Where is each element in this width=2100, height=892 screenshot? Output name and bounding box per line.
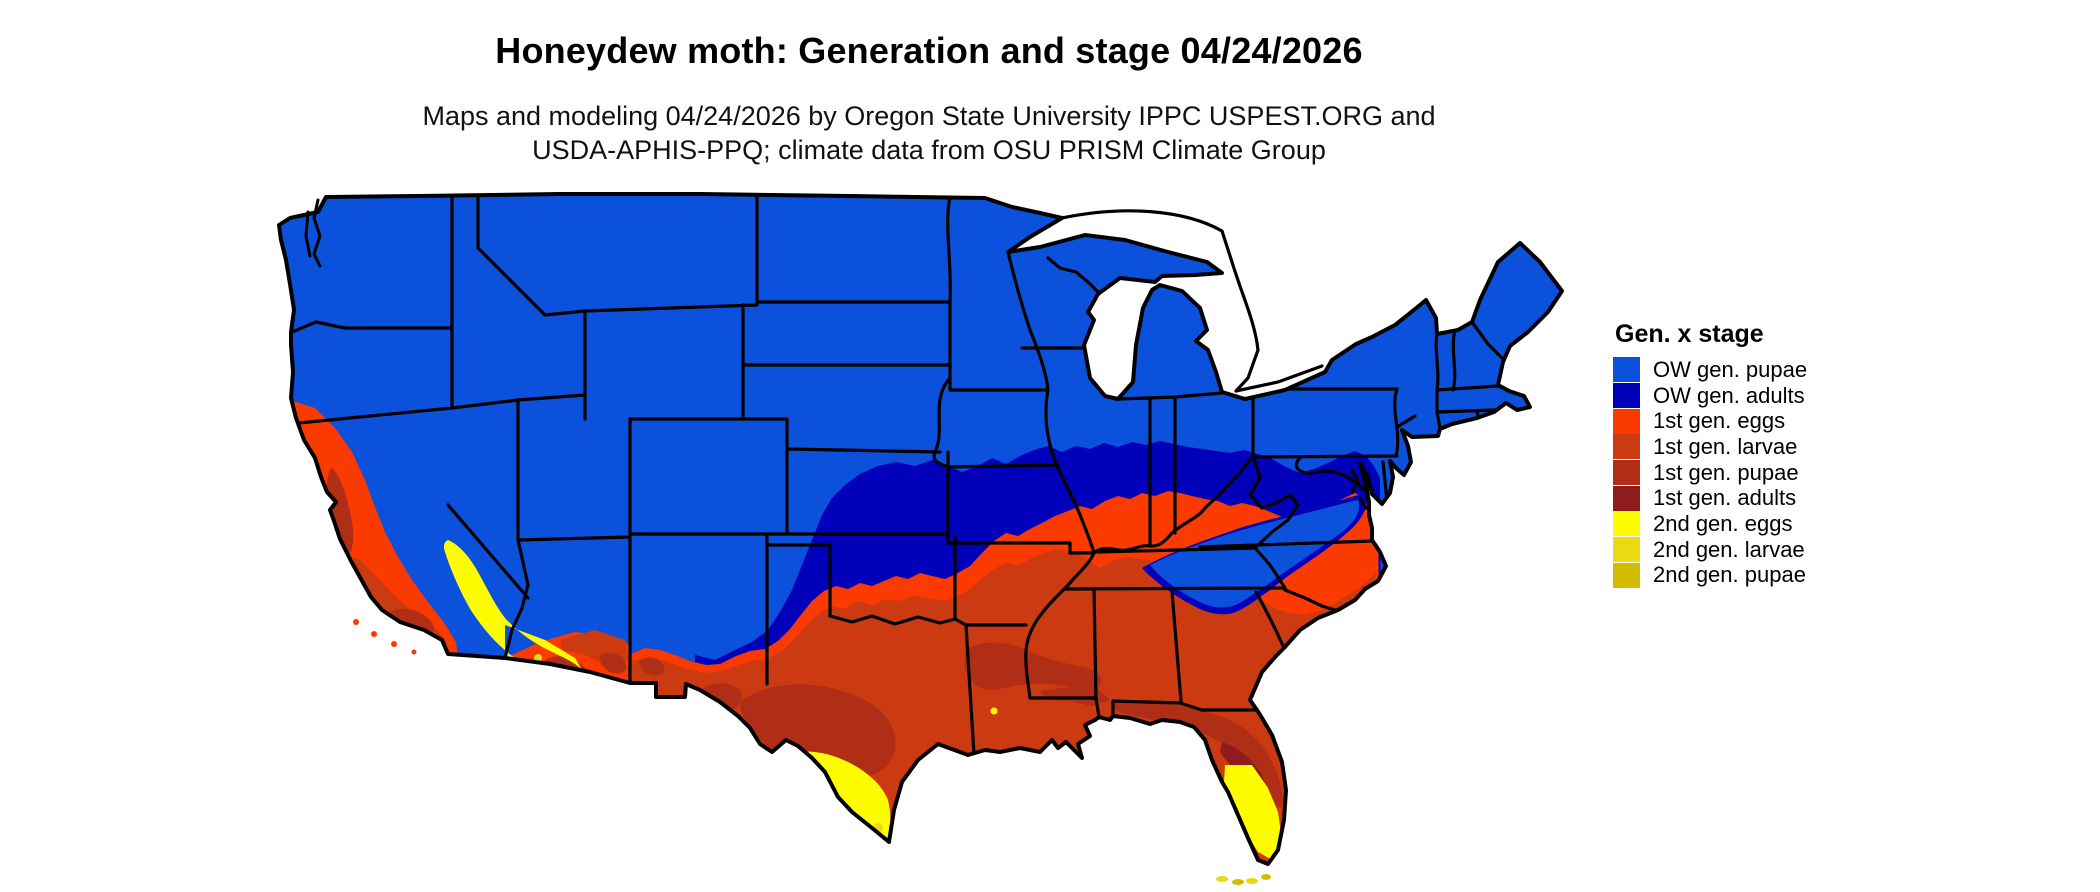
legend-label: 1st gen. eggs <box>1653 408 1786 434</box>
region-appalachia-blue <box>1150 500 1360 608</box>
legend-item: 2nd gen. pupae <box>1613 562 1807 589</box>
legend-label: 2nd gen. pupae <box>1653 562 1806 588</box>
legend-label: OW gen. adults <box>1653 382 1805 408</box>
legend-label: 1st gen. adults <box>1653 485 1797 511</box>
legend-swatch <box>1613 485 1640 511</box>
map-title: Honeydew moth: Generation and stage 04/2… <box>495 30 1363 71</box>
legend-label: OW gen. pupae <box>1653 356 1808 382</box>
legend-item: 2nd gen. eggs <box>1613 511 1807 537</box>
florida-keys <box>1216 874 1271 885</box>
legend-item: 1st gen. eggs <box>1613 408 1807 434</box>
region-west-texas-blue-tongue <box>640 540 747 655</box>
lakes-border-line <box>1060 209 1324 393</box>
legend-swatch <box>1613 408 1640 434</box>
legend: Gen. x stage OW gen. pupae OW gen. adult… <box>1613 322 1807 588</box>
subtitle-line-1: Maps and modeling 04/24/2026 by Oregon S… <box>422 101 1436 131</box>
region-2nd-gen-eggs-spot <box>990 707 998 715</box>
subtitle-line-2: USDA-APHIS-PPQ; climate data from OSU PR… <box>532 135 1326 165</box>
legend-title: Gen. x stage <box>1615 320 1764 348</box>
legend-item: 1st gen. pupae <box>1613 460 1807 486</box>
us-outline <box>277 192 1564 866</box>
legend-swatch <box>1613 460 1640 486</box>
legend-item: 1st gen. adults <box>1613 485 1807 511</box>
legend-item: 1st gen. larvae <box>1613 434 1807 460</box>
legend-swatch <box>1613 537 1640 563</box>
legend-swatch <box>1613 562 1640 588</box>
legend-label: 2nd gen. eggs <box>1653 510 1793 536</box>
legend-label: 1st gen. pupae <box>1653 459 1799 485</box>
legend-swatch <box>1613 434 1640 460</box>
state-borders <box>286 195 1504 757</box>
legend-label: 2nd gen. larvae <box>1653 536 1805 562</box>
legend-swatch <box>1613 357 1640 383</box>
legend-item: 2nd gen. larvae <box>1613 537 1807 563</box>
region-1st-gen-pupae <box>326 468 1283 808</box>
legend-swatch <box>1613 511 1640 537</box>
legend-swatch <box>1613 383 1640 409</box>
channel-islands <box>353 619 417 655</box>
legend-item: OW gen. adults <box>1613 383 1807 409</box>
legend-item: OW gen. pupae <box>1613 357 1807 383</box>
map-subtitle: Maps and modeling 04/24/2026 by Oregon S… <box>0 99 1858 167</box>
region-2nd-gen-eggs <box>444 540 1282 860</box>
legend-label: 1st gen. larvae <box>1653 433 1798 459</box>
